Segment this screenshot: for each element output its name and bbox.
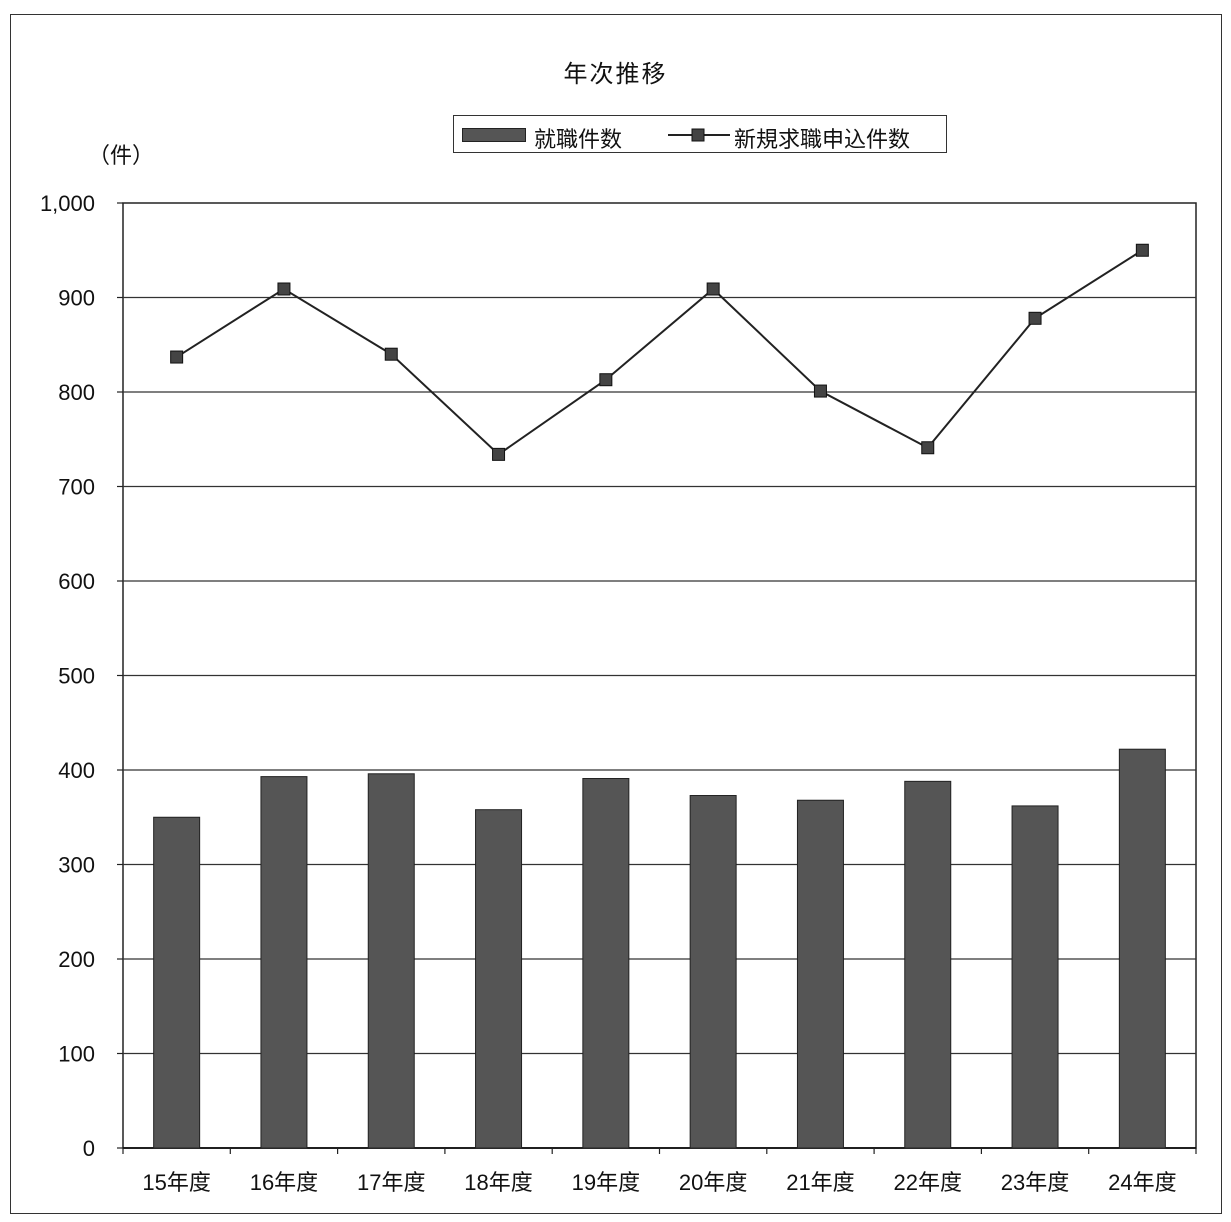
x-tick-label: 22年度 — [894, 1170, 962, 1195]
chart-frame — [10, 14, 1222, 1214]
line-point-marker — [1135, 243, 1149, 257]
y-tick-label: 400 — [58, 758, 95, 783]
y-tick-label: 0 — [83, 1136, 95, 1161]
y-tick-label: 1,000 — [40, 191, 95, 216]
bar — [475, 809, 523, 1149]
chart-legend: 就職件数 新規求職申込件数 — [453, 115, 947, 153]
bar — [796, 799, 844, 1149]
bar — [904, 780, 952, 1149]
legend-bar-swatch — [462, 128, 526, 142]
line-point-marker — [170, 350, 184, 364]
line-point-marker — [813, 384, 827, 398]
x-tick-label: 24年度 — [1108, 1170, 1176, 1195]
line-point-marker — [277, 282, 291, 296]
bar — [689, 795, 737, 1149]
bar — [260, 776, 308, 1149]
bar — [153, 816, 201, 1149]
legend-line-swatch — [668, 128, 730, 142]
bar — [367, 773, 415, 1149]
y-tick-label: 300 — [58, 853, 95, 878]
line-point-marker — [384, 347, 398, 361]
x-tick-label: 17年度 — [357, 1170, 425, 1195]
x-tick-label: 21年度 — [786, 1170, 854, 1195]
legend-label-line-series: 新規求職申込件数 — [734, 128, 911, 153]
bar — [1011, 805, 1059, 1149]
x-tick-label: 20年度 — [679, 1170, 747, 1195]
bar — [1118, 748, 1166, 1149]
line-point-marker — [1028, 311, 1042, 325]
y-tick-label: 900 — [58, 286, 95, 311]
y-tick-label: 100 — [58, 1042, 95, 1067]
y-tick-label: 700 — [58, 475, 95, 500]
line-point-marker — [492, 447, 506, 461]
line-point-marker — [599, 373, 613, 387]
bar — [582, 778, 630, 1149]
legend-label-bar-series: 就職件数 — [534, 128, 623, 153]
y-tick-label: 600 — [58, 569, 95, 594]
chart-title: 年次推移 — [563, 60, 668, 88]
y-tick-label: 200 — [58, 947, 95, 972]
x-tick-label: 23年度 — [1001, 1170, 1069, 1195]
line-point-marker — [706, 282, 720, 296]
y-tick-label: 800 — [58, 380, 95, 405]
x-tick-label: 18年度 — [464, 1170, 532, 1195]
x-tick-label: 16年度 — [250, 1170, 318, 1195]
line-point-marker — [921, 441, 935, 455]
series-line — [176, 249, 1143, 456]
x-tick-label: 15年度 — [142, 1170, 210, 1195]
y-tick-label: 500 — [58, 664, 95, 689]
y-axis-unit-label: （件） — [88, 144, 155, 169]
x-tick-label: 19年度 — [572, 1170, 640, 1195]
